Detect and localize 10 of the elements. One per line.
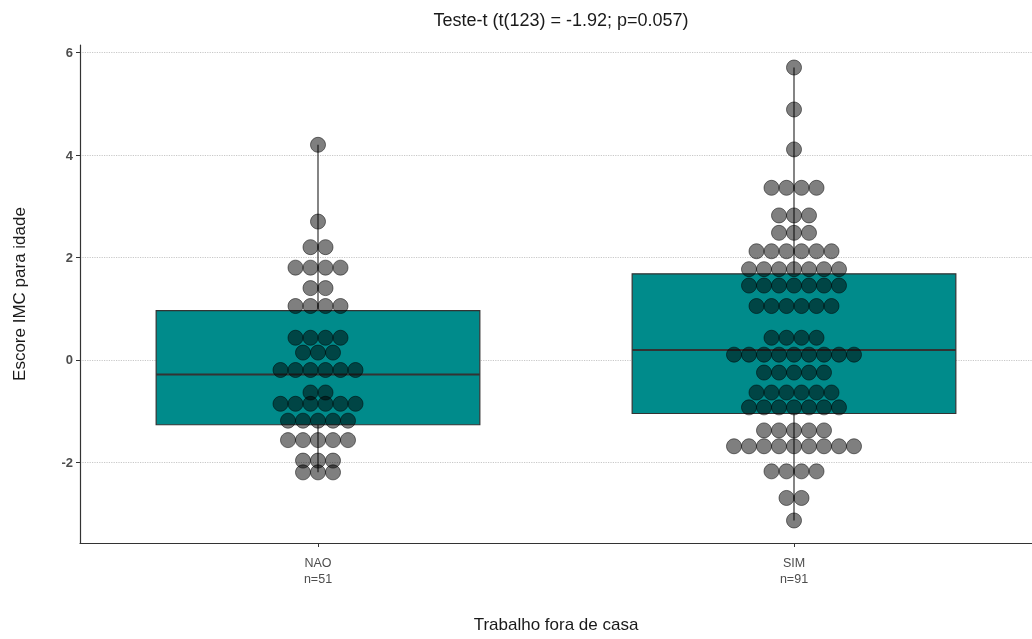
x-tick-label: SIM n=91: [779, 556, 809, 586]
x-axis-title: Trabalho fora de casa: [473, 615, 639, 634]
x-tick-label: NAO n=51: [303, 556, 333, 586]
chart-title: Teste-t (t(123) = -1.92; p=0.057): [433, 10, 689, 30]
y-axis-title: Escore IMC para idade: [10, 207, 29, 381]
y-tick-label: 0: [65, 352, 73, 368]
y-tick-label: 6: [65, 45, 73, 61]
y-tick-label: 2: [65, 249, 73, 265]
y-tick-label: 4: [65, 147, 74, 163]
y-tick-label: -2: [61, 454, 73, 470]
